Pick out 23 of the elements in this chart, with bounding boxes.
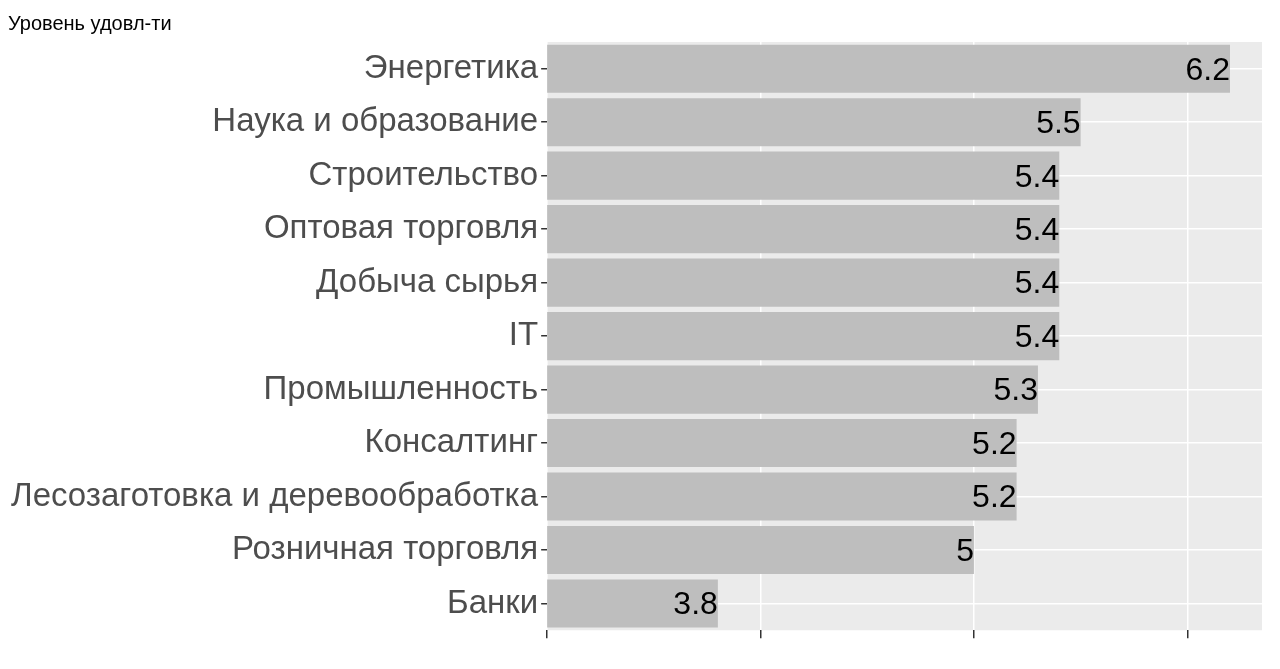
data-label: 5.2 (972, 478, 1017, 515)
y-tick-label: Строительство (308, 154, 539, 192)
data-label: 5 (956, 531, 974, 568)
y-tick-label: Лесозаготовка и деревообработка (10, 475, 539, 513)
data-label: 5.4 (1014, 264, 1060, 301)
y-tick-label: Оптовая торговля (263, 208, 539, 246)
y-tick-label: IT (508, 315, 539, 353)
data-label: 3.8 (673, 585, 718, 622)
data-label: 6.2 (1185, 50, 1230, 87)
data-label: 5.4 (1014, 210, 1060, 247)
y-tick-label: Промышленность (263, 368, 539, 406)
data-label: 5.3 (993, 371, 1038, 408)
y-tick-label: Добыча сырья (316, 261, 539, 299)
data-label: 5.4 (1014, 317, 1060, 354)
data-label: 5.2 (972, 424, 1017, 461)
y-tick-label: Банки (447, 582, 539, 620)
text: Уровень удовл-ти (8, 11, 172, 34)
y-tick-label: Энергетика (363, 47, 539, 85)
y-tick-label: Наука и образование (212, 101, 539, 139)
y-tick-label: Розничная торговля (231, 529, 539, 567)
data-label: 5.4 (1014, 157, 1060, 194)
y-tick-label: Консалтинг (364, 422, 539, 460)
data-label: 5.5 (1036, 104, 1081, 141)
